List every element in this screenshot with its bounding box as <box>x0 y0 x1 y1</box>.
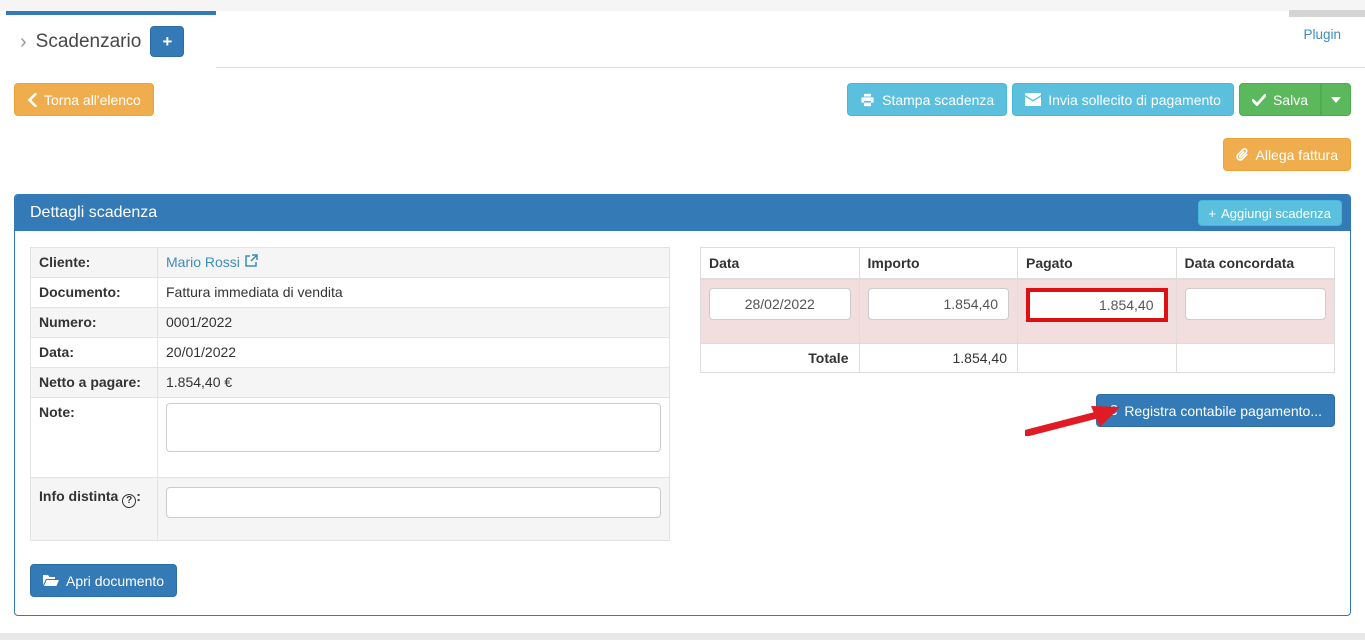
deadline-details-panel: Dettagli scadenza + Aggiungi scadenza Cl… <box>14 194 1351 616</box>
caret-down-icon <box>1331 96 1341 103</box>
tabbar-divider <box>216 67 1365 68</box>
add-tab-button[interactable]: + <box>150 26 185 57</box>
save-dropdown-button[interactable] <box>1321 83 1351 116</box>
column-header: Pagato <box>1017 247 1177 280</box>
header: › Scadenzario + Plugin <box>0 0 1365 68</box>
amount-input[interactable] <box>867 288 1009 320</box>
paid-amount-input[interactable] <box>1030 292 1164 318</box>
table-row: Numero: 0001/2022 <box>30 307 670 338</box>
paperclip-icon <box>1235 147 1249 162</box>
payment-schedule-table: Data Importo Pagato Data concordata <box>700 247 1335 373</box>
column-header: Data concordata <box>1175 247 1335 280</box>
table-row: Cliente: Mario Rossi <box>30 247 670 278</box>
field-label: Info distinta ?: <box>30 477 158 541</box>
field-label: Data: <box>30 337 158 368</box>
document-details-section: Cliente: Mario Rossi Documento: <box>30 247 670 597</box>
panel-body: Cliente: Mario Rossi Documento: <box>15 231 1350 615</box>
panel-header: Dettagli scadenza + Aggiungi scadenza <box>15 195 1350 231</box>
folder-open-icon <box>43 574 59 587</box>
tab-scadenzario[interactable]: › Scadenzario + <box>6 11 216 68</box>
table-row: Note: <box>30 397 670 478</box>
customer-link[interactable]: Mario Rossi <box>166 253 258 272</box>
field-value: 0001/2022 <box>157 307 670 338</box>
chevron-right-icon: › <box>20 30 27 53</box>
toolbar: Torna all'elenco Stampa scadenza Invia s… <box>14 83 1351 171</box>
field-value: 20/01/2022 <box>157 337 670 368</box>
external-link-icon <box>245 253 258 272</box>
check-icon <box>1251 93 1266 106</box>
add-deadline-button[interactable]: + Aggiungi scadenza <box>1197 200 1342 226</box>
open-document-button[interactable]: Apri documento <box>30 564 178 597</box>
envelope-icon <box>1025 93 1042 106</box>
save-button-group: Salva <box>1238 83 1351 116</box>
column-header: Data <box>700 247 860 280</box>
print-deadline-button[interactable]: Stampa scadenza <box>847 83 1008 116</box>
top-right-strip <box>1289 10 1365 17</box>
panel-title: Dettagli scadenza <box>30 204 158 221</box>
field-value: Fattura immediata di vendita <box>157 277 670 308</box>
footer-strip <box>0 633 1365 640</box>
table-header-row: Data Importo Pagato Data concordata <box>700 247 1335 280</box>
field-value: 1.854,40 € <box>157 367 670 398</box>
attach-invoice-button[interactable]: Allega fattura <box>1222 138 1351 171</box>
document-details-table: Cliente: Mario Rossi Documento: <box>30 247 670 541</box>
table-row: Netto a pagare: 1.854,40 € <box>30 367 670 398</box>
table-row: Documento: Fattura immediata di vendita <box>30 277 670 308</box>
info-distinta-input[interactable] <box>166 487 661 518</box>
page-title: Scadenzario <box>35 30 142 52</box>
chevron-left-icon <box>27 92 37 107</box>
payment-schedule-section: Data Importo Pagato Data concordata <box>700 247 1335 597</box>
page-top-strip <box>0 0 1365 11</box>
due-date-input[interactable] <box>709 288 851 320</box>
red-highlight-annotation <box>1026 288 1168 322</box>
table-row: Data: 20/01/2022 <box>30 337 670 368</box>
total-label: Totale <box>700 343 860 373</box>
register-payment-button[interactable]: € Registra contabile pagamento... <box>1095 394 1335 427</box>
agreed-date-input[interactable] <box>1184 288 1326 320</box>
back-to-list-button[interactable]: Torna all'elenco <box>14 83 154 116</box>
total-row: Totale 1.854,40 <box>700 343 1335 373</box>
plus-icon: + <box>1208 205 1217 221</box>
help-icon: ? <box>122 493 137 508</box>
field-label: Numero: <box>30 307 158 338</box>
schedule-row <box>700 278 1335 344</box>
column-header: Importo <box>858 247 1018 280</box>
plugin-link[interactable]: Plugin <box>1303 27 1341 42</box>
euro-icon: € <box>1108 402 1118 419</box>
field-label: Cliente: <box>30 247 158 278</box>
send-payment-reminder-button[interactable]: Invia sollecito di pagamento <box>1012 83 1234 116</box>
total-value: 1.854,40 <box>858 343 1018 373</box>
field-label: Netto a pagare: <box>30 367 158 398</box>
save-button[interactable]: Salva <box>1238 83 1321 116</box>
field-label: Documento: <box>30 277 158 308</box>
table-row: Info distinta ?: <box>30 477 670 541</box>
field-label: Note: <box>30 397 158 478</box>
printer-icon <box>860 93 875 107</box>
notes-textarea[interactable] <box>166 403 661 452</box>
